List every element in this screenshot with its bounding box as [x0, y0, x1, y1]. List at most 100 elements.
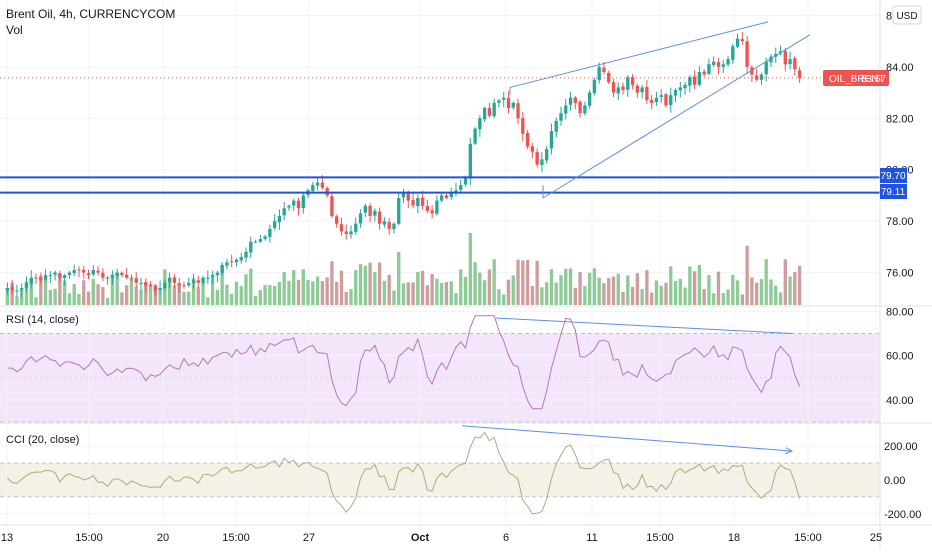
candle-body: [77, 269, 81, 271]
volume-bar: [349, 289, 353, 305]
candle-body: [115, 272, 119, 276]
volume-bar: [654, 280, 659, 305]
volume-bar: [29, 279, 33, 305]
volume-bar: [191, 277, 196, 305]
volume-bar: [72, 284, 76, 305]
rsi-tick-label: 80.00: [886, 306, 914, 318]
volume-bar: [315, 276, 320, 305]
price-tick-label: 82.00: [886, 113, 914, 125]
candle-body: [511, 102, 515, 108]
volume-bar: [406, 282, 410, 305]
volume-bar: [272, 285, 277, 305]
cci-legend[interactable]: CCI (20, close): [6, 434, 79, 446]
volume-bar: [48, 289, 53, 305]
candle-body: [545, 149, 549, 161]
volume-bar: [578, 272, 582, 305]
volume-bar: [759, 279, 764, 305]
candle-body: [24, 282, 29, 288]
volume-bar: [187, 291, 191, 305]
volume-bar: [564, 268, 568, 305]
volume-bar: [692, 271, 697, 305]
candle-body: [249, 241, 253, 253]
volume-bar: [296, 279, 301, 305]
rsi-legend[interactable]: RSI (14, close): [6, 314, 79, 326]
candle-body: [172, 277, 177, 283]
volume-bar: [320, 281, 325, 305]
volume-bar: [573, 287, 577, 305]
volume-bar: [683, 287, 687, 305]
candle-body: [392, 223, 396, 230]
candle-body: [120, 272, 124, 276]
volume-bar: [77, 293, 81, 305]
time-tick-label: 18: [728, 532, 740, 544]
symbol-title[interactable]: Brent Oil, 4h, CURRENCYCOM: [6, 7, 175, 21]
time-tick-label: 6: [503, 532, 509, 544]
indicator-bands: [0, 333, 880, 498]
candle-body: [659, 95, 663, 97]
currency-button[interactable]: USD: [896, 11, 917, 22]
candle-body: [220, 264, 224, 273]
volume-bar: [635, 273, 640, 305]
candle-body: [144, 281, 148, 286]
candle-body: [697, 72, 702, 85]
candle-body: [783, 50, 787, 65]
volume-bar: [626, 275, 630, 305]
candle-body: [344, 231, 348, 234]
level-tag-1-bg: [880, 168, 907, 183]
candle-body: [201, 277, 205, 284]
volume-bar: [611, 276, 616, 305]
candle-body: [521, 118, 525, 134]
candle-body: [440, 195, 444, 201]
volume-bar: [764, 259, 768, 305]
candle-body: [468, 144, 472, 179]
level-tag-2-bg: [880, 184, 907, 199]
price-axis[interactable]: 76.0078.0080.0082.0084.0086.0040.0060.00…: [884, 10, 921, 520]
candle-body: [497, 100, 501, 103]
volume-legend[interactable]: Vol: [6, 23, 23, 37]
volume-bar: [645, 270, 649, 305]
volume-bar: [282, 272, 286, 305]
time-axis[interactable]: 13 15:00 20 15:00 27 Oct 6 11 15:00 18 15:00 25: [1, 532, 882, 544]
candle-body: [358, 213, 363, 224]
volume-bar: [411, 282, 415, 305]
candle-body: [96, 270, 100, 273]
candle-body: [272, 221, 277, 228]
candle-body: [91, 270, 95, 275]
volume-bar: [540, 287, 544, 305]
candle-body: [373, 210, 377, 216]
volume-bar: [783, 259, 787, 305]
candle-body: [20, 288, 24, 290]
candle-body: [330, 196, 334, 216]
rsi-tick-label: 60.00: [886, 351, 914, 363]
price-tag-value: 83.57: [861, 74, 886, 85]
candle-body: [583, 105, 587, 114]
candle-body: [177, 283, 181, 286]
candle-body: [354, 223, 358, 232]
volume-bar: [292, 269, 296, 305]
volume-bar: [478, 272, 482, 305]
volume-bar: [745, 245, 749, 305]
drawing-layer[interactable]: [0, 21, 880, 455]
cci-tick-label: 200.00: [884, 441, 918, 453]
time-tick-label: 15:00: [75, 532, 103, 544]
volume-bar: [716, 271, 721, 305]
candle-body: [34, 277, 38, 279]
candle-body: [420, 197, 425, 206]
volume-bar: [459, 269, 463, 305]
candle-body: [549, 131, 554, 149]
volume-bar: [778, 292, 783, 305]
candle-body: [621, 86, 625, 90]
candle-body: [492, 102, 496, 117]
cci-tick-label: -200.00: [884, 509, 921, 521]
volume-bar: [449, 281, 453, 305]
candle-body: [564, 105, 568, 114]
candle-body: [58, 273, 62, 278]
volume-bar: [602, 283, 606, 305]
currency-button-bg[interactable]: [892, 5, 922, 25]
volume-bar: [444, 282, 449, 305]
volume-bar: [215, 289, 220, 305]
volume-bar: [659, 285, 663, 305]
candle-body: [377, 211, 382, 224]
